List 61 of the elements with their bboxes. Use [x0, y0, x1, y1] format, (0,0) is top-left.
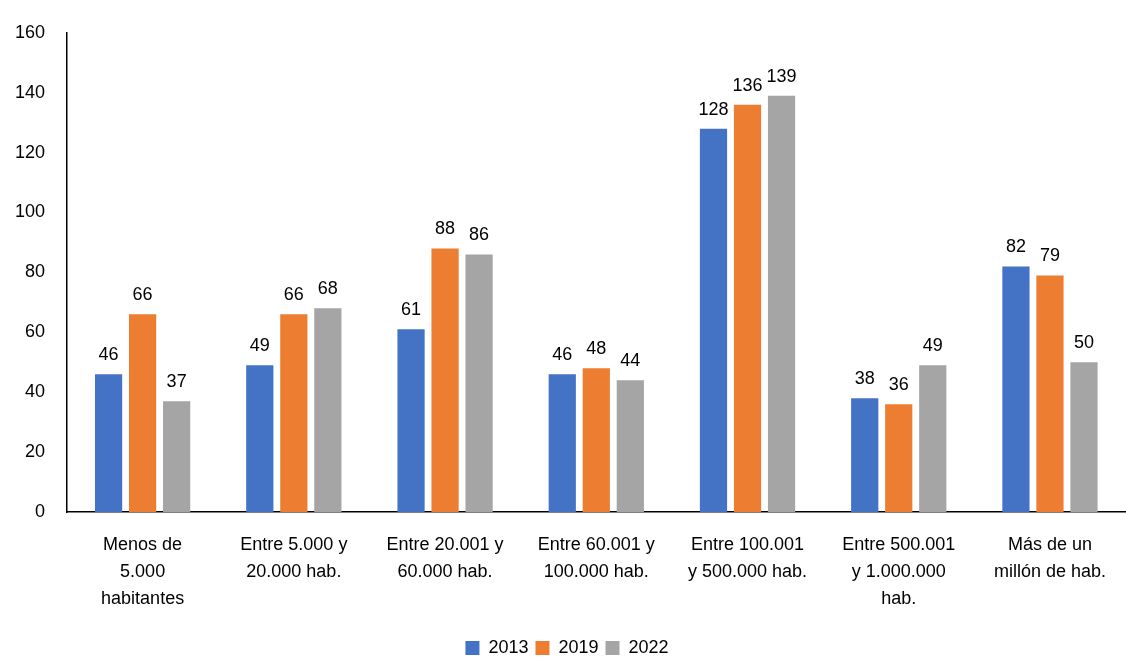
- x-tick-label: Menos de 5.000 habitantes: [101, 534, 185, 609]
- y-tick-label: 0: [34, 500, 45, 521]
- bar: [94, 374, 123, 512]
- data-label: 88: [435, 218, 456, 239]
- data-label: 82: [1005, 236, 1026, 257]
- data-label: 50: [1073, 332, 1095, 353]
- bar: [163, 401, 191, 512]
- x-tick-label: Más de un millón de hab.: [993, 534, 1106, 582]
- legend-label: 2022: [628, 636, 669, 657]
- bar: [548, 374, 576, 512]
- data-label: 37: [166, 371, 187, 392]
- bar: [851, 398, 879, 512]
- bar: [616, 380, 644, 512]
- y-tick-label: 140: [14, 81, 45, 102]
- data-label: 66: [283, 284, 304, 305]
- bar: [699, 128, 728, 512]
- legend-label: 2013: [488, 636, 529, 657]
- data-label: 44: [620, 350, 641, 371]
- bar: [767, 95, 796, 512]
- bar: [465, 254, 493, 512]
- bar: [129, 314, 157, 512]
- data-label: 139: [766, 65, 797, 86]
- data-label: 49: [249, 335, 270, 356]
- bar: [397, 329, 425, 512]
- y-tick-label: 20: [24, 441, 45, 462]
- data-label: 48: [586, 338, 607, 359]
- y-tick-label: 60: [24, 321, 45, 342]
- x-tick-label: Entre 20.001 y 60.000 hab.: [386, 534, 504, 582]
- data-label: 128: [698, 98, 729, 119]
- y-tick-label: 40: [24, 381, 45, 402]
- legend-label: 2019: [558, 636, 599, 657]
- bar: [314, 308, 342, 512]
- data-label: 61: [401, 299, 422, 320]
- data-label: 49: [922, 335, 943, 356]
- bar: [431, 248, 459, 512]
- bar: [280, 314, 308, 512]
- bar: [582, 368, 610, 512]
- x-tick-label: Entre 5.000 y 20.000 hab.: [240, 534, 348, 582]
- bar: [919, 365, 947, 512]
- data-label: 38: [854, 368, 875, 389]
- bar: [733, 104, 762, 512]
- y-tick-label: 100: [14, 201, 45, 222]
- bar: [1002, 266, 1030, 512]
- x-tick-label: Entre 60.001 y 100.000 hab.: [537, 534, 655, 582]
- x-tick-label: Entre 100.001 y 500.000 hab.: [687, 534, 808, 582]
- y-tick-label: 160: [14, 21, 45, 42]
- data-label: 46: [98, 344, 119, 365]
- bar: [246, 365, 274, 512]
- y-tick-label: 80: [24, 261, 45, 282]
- data-label: 86: [469, 224, 490, 245]
- data-label: 36: [888, 374, 909, 395]
- data-label: 79: [1039, 245, 1060, 266]
- data-label: 46: [552, 344, 573, 365]
- x-tick-label: Entre 500.001 y 1.000.000 hab.: [842, 534, 956, 609]
- data-label: 68: [317, 278, 338, 299]
- y-tick-label: 120: [14, 141, 45, 162]
- bar: [1036, 275, 1064, 512]
- bar: [885, 404, 913, 512]
- data-label: 66: [132, 284, 153, 305]
- bar: [1070, 362, 1098, 512]
- data-label: 136: [732, 74, 763, 95]
